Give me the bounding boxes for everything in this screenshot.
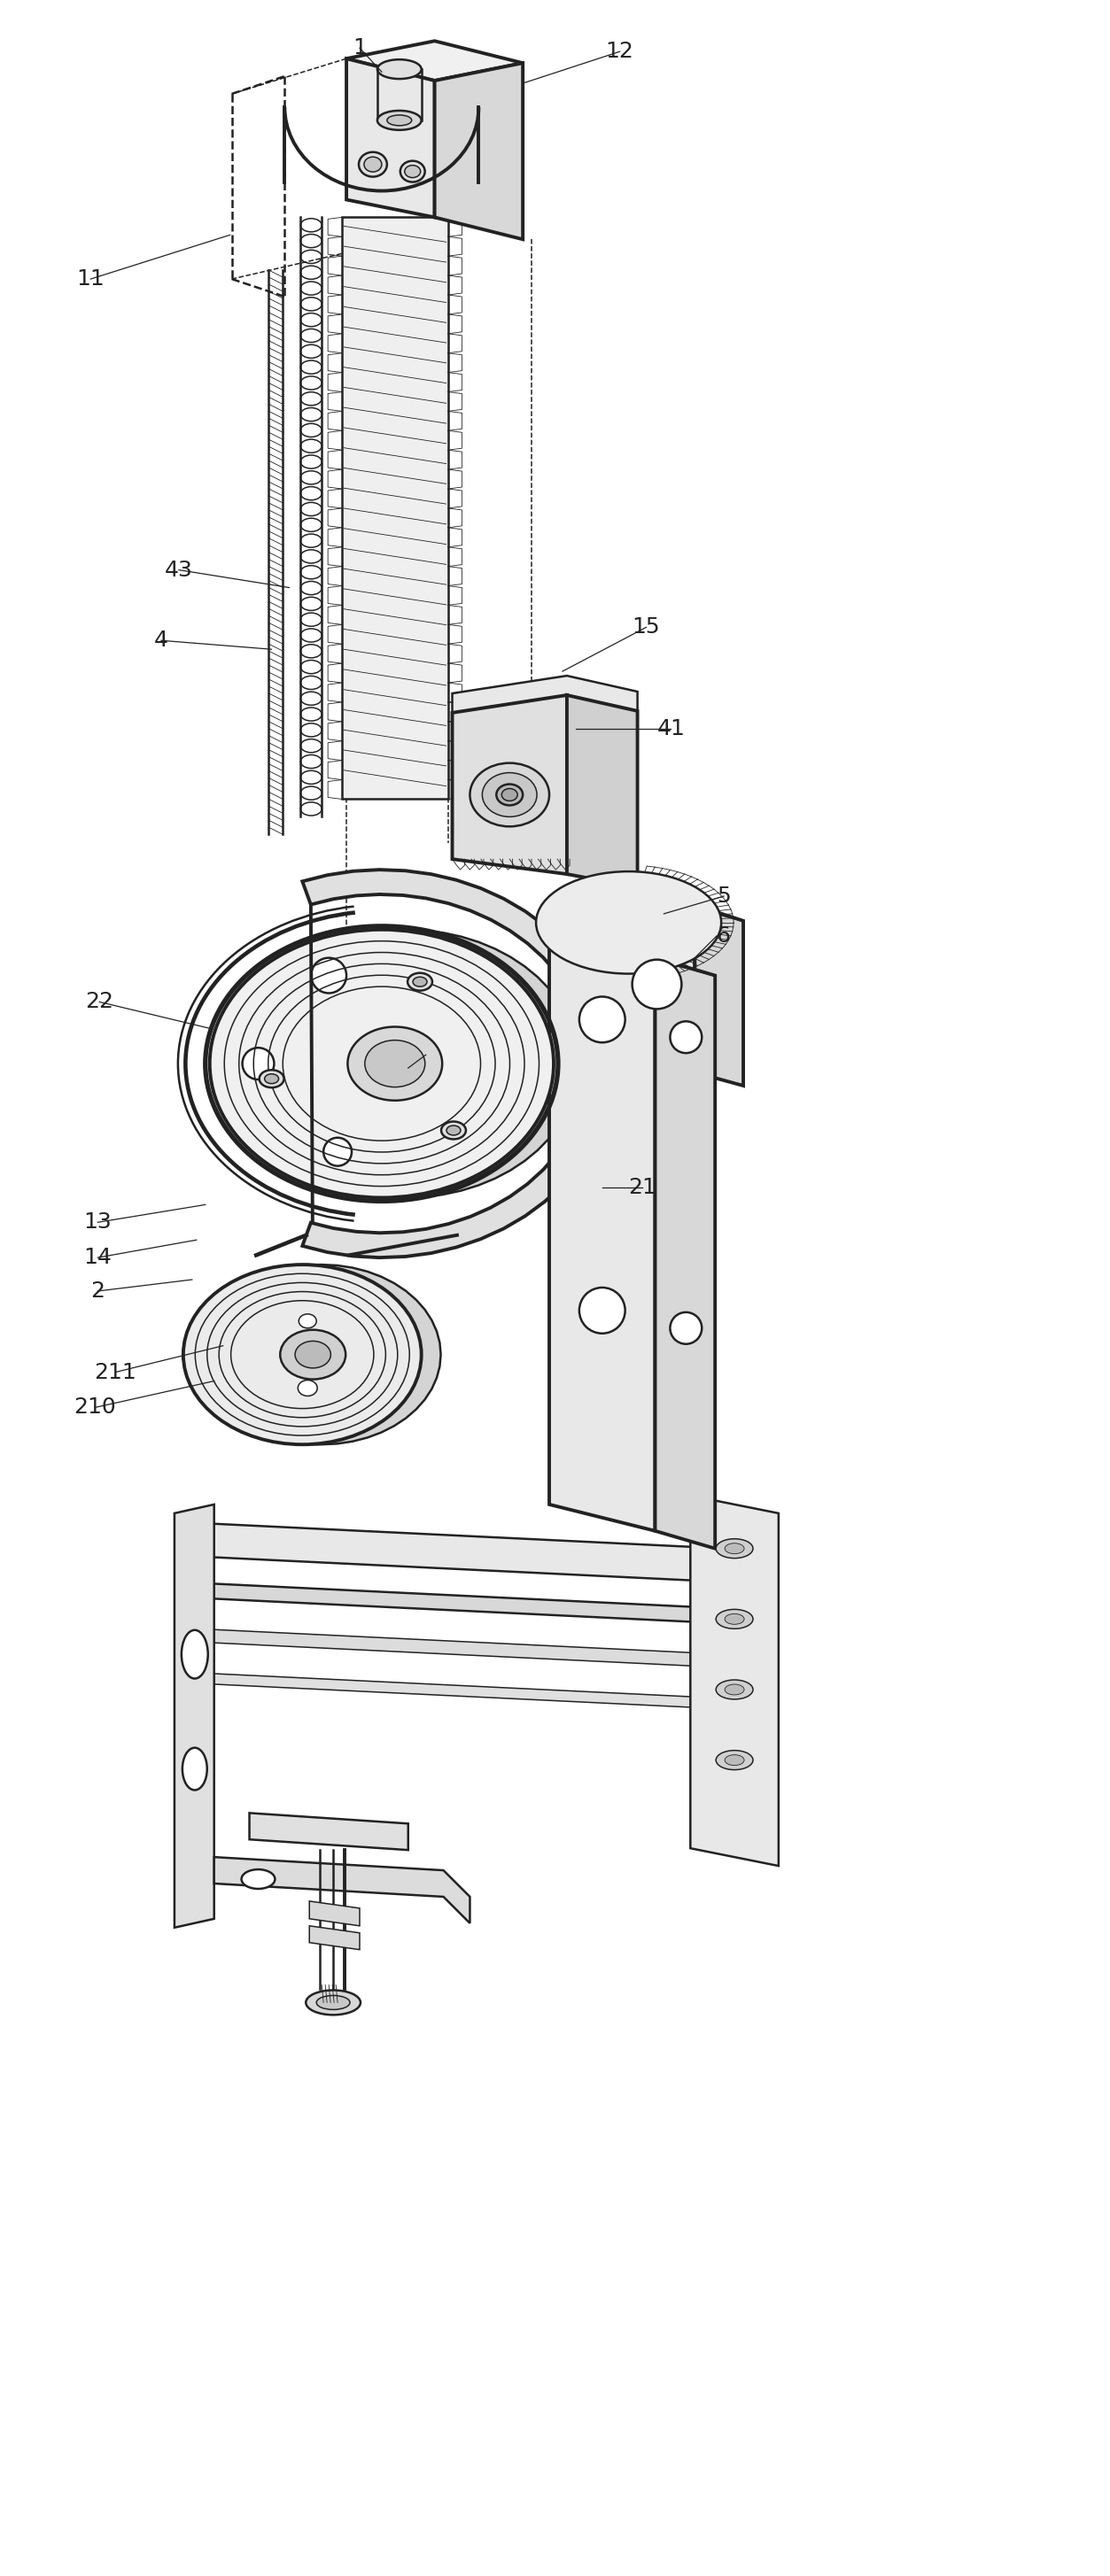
Ellipse shape	[716, 1752, 753, 1770]
Polygon shape	[567, 696, 637, 886]
Polygon shape	[310, 1927, 360, 1950]
Text: 13: 13	[83, 1211, 112, 1234]
Circle shape	[670, 1020, 702, 1054]
Ellipse shape	[496, 783, 523, 806]
Text: 26: 26	[703, 925, 731, 945]
Ellipse shape	[260, 1069, 284, 1087]
Text: 2: 2	[91, 1280, 104, 1301]
Ellipse shape	[182, 1747, 208, 1790]
Ellipse shape	[364, 157, 382, 173]
Polygon shape	[452, 675, 637, 714]
Polygon shape	[179, 1582, 726, 1623]
Ellipse shape	[446, 1126, 461, 1136]
Polygon shape	[214, 1857, 470, 1924]
Ellipse shape	[502, 788, 517, 801]
Polygon shape	[179, 1672, 726, 1708]
Ellipse shape	[405, 165, 421, 178]
Ellipse shape	[316, 1996, 350, 2009]
Ellipse shape	[401, 160, 425, 183]
Circle shape	[311, 958, 346, 994]
Ellipse shape	[407, 974, 432, 992]
Polygon shape	[690, 1497, 778, 1865]
Polygon shape	[302, 1265, 441, 1445]
Text: 22: 22	[85, 992, 113, 1012]
Text: 23: 23	[412, 1043, 440, 1066]
Polygon shape	[174, 1504, 214, 1927]
Ellipse shape	[182, 1631, 208, 1680]
Ellipse shape	[306, 1991, 361, 2014]
Text: 11: 11	[77, 268, 104, 289]
Ellipse shape	[280, 1329, 345, 1378]
Ellipse shape	[299, 1314, 316, 1329]
Polygon shape	[452, 696, 567, 873]
Circle shape	[633, 961, 682, 1010]
Circle shape	[579, 1288, 625, 1334]
Ellipse shape	[377, 59, 422, 80]
Text: 41: 41	[657, 719, 685, 739]
Ellipse shape	[441, 1121, 466, 1139]
Text: 21: 21	[628, 1177, 656, 1198]
Text: 12: 12	[606, 41, 634, 62]
Ellipse shape	[183, 1265, 422, 1445]
Ellipse shape	[725, 1613, 744, 1625]
Ellipse shape	[210, 930, 554, 1198]
Polygon shape	[382, 930, 578, 1198]
Ellipse shape	[347, 1028, 442, 1100]
Ellipse shape	[297, 1381, 317, 1396]
Polygon shape	[695, 904, 744, 1084]
Polygon shape	[310, 1901, 360, 1927]
Ellipse shape	[716, 1610, 753, 1628]
Polygon shape	[346, 41, 523, 80]
Polygon shape	[179, 1522, 726, 1582]
Polygon shape	[655, 958, 715, 1548]
Polygon shape	[342, 216, 447, 799]
Ellipse shape	[387, 116, 412, 126]
Circle shape	[670, 1311, 702, 1345]
Polygon shape	[435, 62, 523, 240]
Ellipse shape	[413, 976, 427, 987]
Polygon shape	[549, 933, 655, 1530]
Text: 4: 4	[154, 631, 169, 652]
Polygon shape	[549, 933, 715, 976]
Polygon shape	[619, 886, 695, 1072]
Text: 1: 1	[353, 39, 366, 59]
Ellipse shape	[482, 773, 537, 817]
Text: 43: 43	[164, 559, 193, 580]
Ellipse shape	[716, 1680, 753, 1700]
Polygon shape	[250, 1814, 408, 1850]
Ellipse shape	[359, 152, 387, 178]
Circle shape	[323, 1139, 352, 1167]
Ellipse shape	[725, 1543, 744, 1553]
Text: 210: 210	[74, 1396, 117, 1417]
Circle shape	[242, 1048, 274, 1079]
Ellipse shape	[377, 111, 422, 129]
Ellipse shape	[536, 871, 722, 974]
Text: 14: 14	[83, 1247, 112, 1267]
Ellipse shape	[470, 762, 549, 827]
Text: 5: 5	[717, 886, 730, 907]
Ellipse shape	[365, 1041, 425, 1087]
Ellipse shape	[725, 1685, 744, 1695]
Text: 15: 15	[633, 616, 660, 639]
Ellipse shape	[295, 1342, 331, 1368]
Polygon shape	[302, 871, 614, 1257]
Circle shape	[579, 997, 625, 1043]
Ellipse shape	[725, 1754, 744, 1765]
Polygon shape	[346, 59, 435, 216]
Polygon shape	[619, 886, 744, 920]
Polygon shape	[179, 1628, 726, 1667]
Ellipse shape	[242, 1870, 275, 1888]
Text: 211: 211	[94, 1363, 137, 1383]
Ellipse shape	[264, 1074, 279, 1084]
Ellipse shape	[716, 1538, 753, 1558]
